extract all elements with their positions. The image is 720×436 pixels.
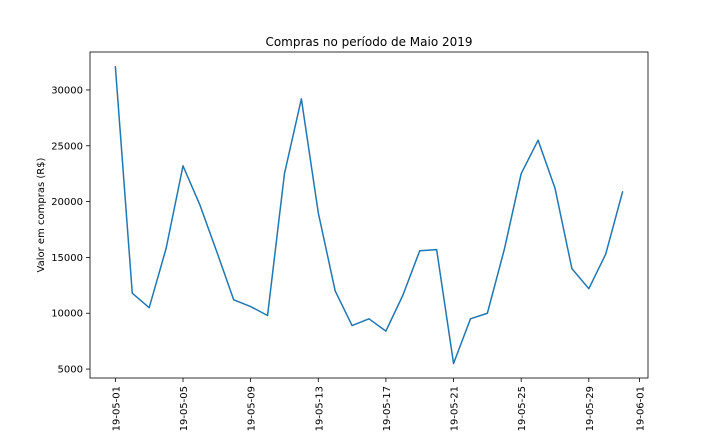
data-point [165,247,167,250]
data-point [554,187,556,189]
data-point [317,212,319,214]
data-point [571,267,573,270]
data-point [605,253,607,255]
y-axis-label: Valor em compras (R$) [36,157,47,272]
x-tick-label: 19-05-05 [179,386,190,431]
data-point [503,249,505,251]
data-point [233,299,235,301]
data-point [216,251,218,253]
data-point [520,173,522,175]
data-point [250,305,252,308]
x-tick-label: 19-05-01 [111,386,122,431]
x-tick-label: 19-05-17 [382,386,393,431]
data-point [266,314,269,317]
y-tick-label: 20000 [51,197,83,208]
chart-title: Compras no período de Maio 2019 [265,35,472,49]
data-point [385,330,387,332]
y-tick-label: 25000 [51,141,83,152]
data-point [148,307,150,309]
data-point [436,249,438,251]
data-point [351,324,353,327]
data-point [402,294,404,296]
plot-frame [89,51,649,379]
series-layer [114,65,624,365]
y-tick-label: 30000 [51,85,83,96]
x-tick-label: 19-05-13 [314,386,325,431]
data-point [537,139,539,141]
y-tick-label: 15000 [51,253,83,264]
data-point [486,312,488,314]
y-axis: 5000 10000 15000 20000 25000 30000 [51,85,90,376]
y-tick-label: 10000 [51,309,83,320]
y-tick-label: 5000 [58,365,83,376]
x-tick-label: 19-05-21 [450,386,461,431]
data-point [199,204,201,206]
data-point [182,165,184,167]
data-point [622,190,624,193]
x-axis: 19-05-01 19-05-05 19-05-09 19-05-13 19-05-17… [111,378,647,431]
data-point [419,250,421,252]
data-point [300,98,302,100]
x-tick-label: 19-06-01 [636,386,647,431]
data-point [283,173,286,175]
data-point [368,318,370,320]
data-point [469,318,472,320]
data-point [114,65,116,68]
x-tick-label: 19-05-29 [585,386,596,431]
data-point [588,288,590,290]
x-tick-label: 19-05-09 [247,386,258,431]
data-point [131,292,133,294]
x-tick-label: 19-05-25 [517,386,528,431]
data-point [334,290,336,292]
data-point [452,362,455,365]
